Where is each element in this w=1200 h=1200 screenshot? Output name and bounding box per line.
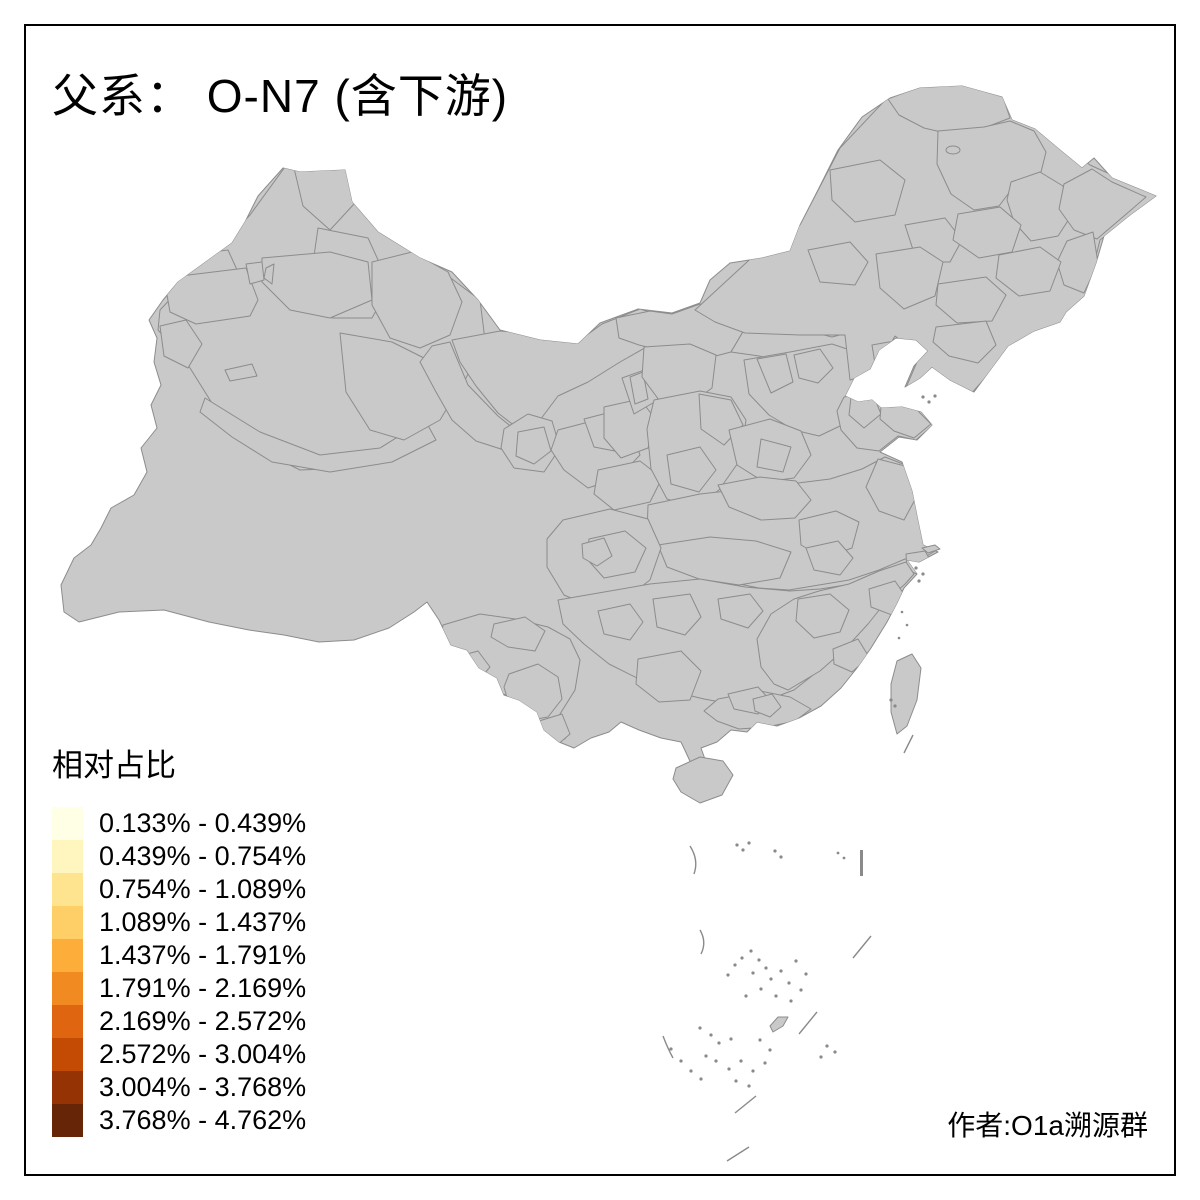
map-region [593, 460, 663, 511]
legend-swatch [52, 1005, 83, 1038]
map-region [159, 319, 203, 369]
map-region [224, 363, 258, 382]
legend-item: 3.768% - 4.762% [52, 1104, 306, 1137]
map-region [515, 426, 552, 465]
hainan-island [672, 756, 734, 804]
legend-swatch [52, 939, 83, 972]
plot-border [24, 24, 1176, 1176]
legend-item: 3.004% - 3.768% [52, 1071, 306, 1104]
page-title: 父系： O-N7 (含下游) [52, 70, 509, 122]
legend-label: 2.572% - 3.004% [99, 1039, 307, 1069]
legend-label: 1.437% - 1.791% [99, 940, 307, 970]
south-china-sea-islet [769, 1016, 789, 1033]
map-region [945, 145, 961, 155]
attribution-text: 作者:O1a溯源群 [947, 1110, 1148, 1141]
map-region [1006, 171, 1072, 242]
legend-swatch [52, 807, 83, 840]
dash-line [860, 850, 863, 876]
dash-line [903, 734, 914, 754]
legend-item: 0.439% - 0.754% [52, 840, 306, 873]
map-region [263, 263, 275, 285]
legend-item: 2.572% - 3.004% [52, 1038, 306, 1071]
legend-items: 0.133% - 0.439% 0.439% - 0.754% 0.754% - 1… [52, 807, 306, 1137]
map-region [995, 246, 1062, 297]
legend-label: 1.791% - 2.169% [99, 973, 307, 1003]
legend-label: 0.754% - 1.089% [99, 874, 307, 904]
map-region [597, 603, 644, 641]
legend-swatch [52, 840, 83, 873]
map-region [339, 332, 459, 441]
map-region [807, 241, 869, 286]
map-region [756, 438, 792, 473]
map-region [581, 537, 613, 567]
legend-swatch [52, 873, 83, 906]
legend-swatch [52, 1038, 83, 1071]
map-region [793, 348, 834, 384]
legend-label: 2.169% - 2.572% [99, 1006, 307, 1036]
map-region [657, 536, 792, 586]
dash-line [662, 1035, 674, 1059]
map-region [490, 616, 546, 652]
dash-line [734, 1095, 757, 1114]
map-region [419, 341, 519, 451]
dash-line [798, 1011, 818, 1035]
map-region [261, 251, 373, 319]
map-region [163, 267, 259, 325]
legend-label: 1.089% - 1.437% [99, 907, 307, 937]
legend-swatch [52, 1104, 83, 1137]
map-region [245, 261, 265, 285]
map-region [717, 476, 812, 521]
legend-label: 3.004% - 3.768% [99, 1072, 307, 1102]
legend-label: 3.768% - 4.762% [99, 1105, 307, 1135]
map-region [829, 159, 906, 223]
legend-item: 1.791% - 2.169% [52, 972, 306, 1005]
south-china-sea-marks [662, 394, 937, 1162]
map-region [666, 446, 717, 493]
map-region [756, 353, 794, 394]
map-region [717, 593, 764, 629]
legend-label: 0.133% - 0.439% [99, 808, 307, 838]
legend-swatch [52, 906, 83, 939]
map-region [199, 397, 437, 473]
map-region [935, 276, 1007, 324]
chongming-island [921, 544, 941, 554]
legend-item: 0.754% - 1.089% [52, 873, 306, 906]
map-region [932, 320, 997, 364]
legend: 相对占比 0.133% - 0.439% 0.439% - 0.754% 0.754… [52, 740, 306, 1137]
legend-swatch [52, 1071, 83, 1104]
map-region [887, 86, 1011, 136]
legend-item: 2.169% - 2.572% [52, 1005, 306, 1038]
map-region [752, 693, 782, 718]
map-region [635, 650, 702, 703]
legend-label: 0.439% - 0.754% [99, 841, 307, 871]
map-region [795, 593, 850, 639]
map-region [629, 371, 649, 405]
taiwan-island [890, 653, 922, 735]
dash-line [699, 929, 705, 955]
legend-item: 1.089% - 1.437% [52, 906, 306, 939]
legend-item: 1.437% - 1.791% [52, 939, 306, 972]
map-region [875, 246, 944, 310]
legend-title: 相对占比 [52, 748, 176, 783]
dash-line [726, 1146, 750, 1162]
island-dots [669, 394, 937, 1088]
legend-swatch [52, 972, 83, 1005]
map-region [652, 593, 702, 636]
map-region [805, 540, 854, 576]
dash-line [689, 845, 697, 875]
map-region [1058, 168, 1147, 240]
legend-item: 0.133% - 0.439% [52, 807, 306, 840]
dash-line [852, 935, 872, 959]
